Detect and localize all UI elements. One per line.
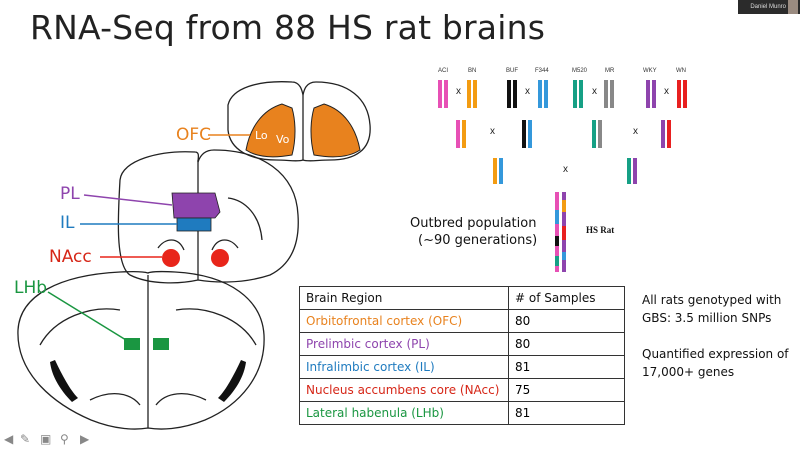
strain-label: BN: [468, 68, 477, 74]
population-line-2: (~90 generations): [418, 233, 538, 248]
next-arrow-icon[interactable]: ▶: [80, 432, 90, 446]
hs-rat-label: HS Rat: [586, 225, 615, 235]
prev-arrow-icon[interactable]: ◀: [4, 432, 14, 446]
region-cell: Prelimbic cortex (PL): [299, 332, 509, 356]
cross-symbol: x: [633, 126, 638, 137]
strain-label: MR: [605, 68, 615, 74]
outbred-population-label: Outbred population (~90 generations): [410, 215, 537, 249]
lhb-section: [17, 270, 265, 430]
il-region: [176, 217, 212, 232]
pen-icon[interactable]: ✎: [20, 432, 31, 446]
lhb-right-region: [153, 338, 169, 350]
table-row: Orbitofrontal cortex (OFC) 80: [299, 309, 625, 333]
samples-cell: 81: [508, 355, 625, 379]
header-brain-region: Brain Region: [299, 286, 509, 310]
lhb-left-region: [124, 338, 140, 350]
nacc-label: NAcc: [49, 247, 92, 267]
speaker-avatar: [788, 0, 798, 14]
expression-note: Quantified expression of 17,000+ genes: [642, 347, 789, 379]
speaker-name: Daniel Munro: [750, 4, 786, 10]
strain-label: M520: [572, 68, 588, 74]
population-line-1: Outbred population: [410, 216, 537, 231]
pl-label: PL: [60, 184, 80, 204]
nacc-left-region: [162, 249, 180, 267]
ofc-right-region: [310, 103, 361, 158]
slides-icon[interactable]: ▣: [40, 432, 52, 446]
lhb-label: LHb: [14, 278, 48, 298]
table-row: Prelimbic cortex (PL) 80: [299, 332, 625, 356]
table-header-row: Brain Region # of Samples: [299, 286, 625, 310]
lhb-pointer-line: [47, 291, 127, 341]
ventricle-left: [50, 360, 78, 402]
region-cell: Infralimbic cortex (IL): [299, 355, 509, 379]
ofc-section: [227, 81, 371, 162]
samples-cell: 80: [508, 309, 625, 333]
samples-cell: 80: [508, 332, 625, 356]
cross-symbol: x: [456, 86, 461, 97]
vo-label: Vo: [276, 133, 290, 146]
strain-label: WN: [676, 68, 686, 74]
table-row: Lateral habenula (LHb) 81: [299, 401, 625, 425]
genotype-note: All rats genotyped with GBS: 3.5 million…: [642, 293, 782, 325]
strain-label: F344: [535, 68, 549, 74]
ofc-label: OFC: [176, 125, 212, 145]
samples-cell: 75: [508, 378, 625, 402]
notes-panel: All rats genotyped with GBS: 3.5 million…: [642, 291, 797, 399]
ofc-left-region: [245, 103, 296, 158]
strain-label: WKY: [643, 68, 657, 74]
cross-symbol: x: [525, 86, 530, 97]
nacc-right-region: [211, 249, 229, 267]
cross-symbol: x: [490, 126, 495, 137]
cross-symbol: x: [592, 86, 597, 97]
lo-label: Lo: [255, 129, 268, 142]
brain-region-table: Brain Region # of Samples Orbitofrontal …: [299, 286, 625, 425]
speaker-video-thumbnail[interactable]: Daniel Munro: [738, 0, 800, 14]
strain-label: ACI: [438, 68, 449, 74]
table-row: Infralimbic cortex (IL) 81: [299, 355, 625, 379]
cross-symbol: x: [664, 86, 669, 97]
pl-pointer-line: [83, 194, 173, 206]
pl-region: [171, 192, 221, 219]
region-cell: Nucleus accumbens core (NAcc): [299, 378, 509, 402]
samples-cell: 81: [508, 401, 625, 425]
table-row: Nucleus accumbens core (NAcc) 75: [299, 378, 625, 402]
slide-title: RNA-Seq from 88 HS rat brains: [30, 8, 546, 47]
region-cell: Orbitofrontal cortex (OFC): [299, 309, 509, 333]
breeding-diagram: [438, 80, 687, 272]
strain-label: BUF: [506, 68, 518, 74]
il-label: IL: [60, 213, 75, 233]
zoom-icon[interactable]: ⚲: [60, 432, 69, 446]
ventricle-right: [218, 360, 246, 402]
region-cell: Lateral habenula (LHb): [299, 401, 509, 425]
header-num-samples: # of Samples: [508, 286, 625, 310]
cross-symbol: x: [563, 164, 568, 175]
